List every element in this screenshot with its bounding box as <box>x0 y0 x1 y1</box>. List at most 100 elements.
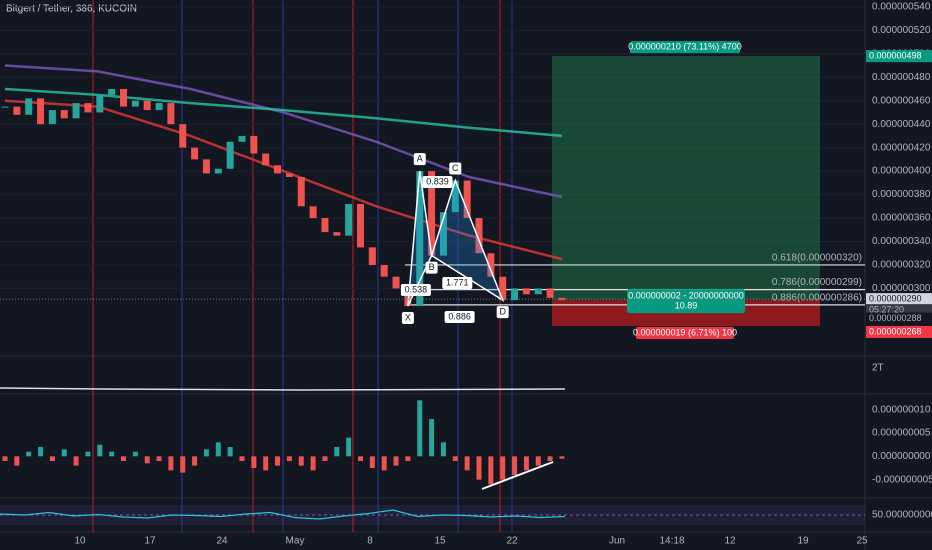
trend-line <box>481 461 554 490</box>
ratio-label: 0.886 <box>448 311 471 321</box>
macd-bar <box>547 456 553 461</box>
candle <box>534 288 542 295</box>
macd-bar <box>476 456 482 480</box>
macd-bar <box>239 456 245 461</box>
macd-bar <box>381 456 387 471</box>
price-tick-label: 0.000000360 <box>872 213 931 224</box>
date-label: 15 <box>434 536 446 547</box>
candle <box>463 180 471 219</box>
price-tag <box>866 312 932 325</box>
macd-bar <box>417 400 423 457</box>
date-label: 14:18 <box>659 536 684 547</box>
candle <box>108 88 116 95</box>
candle <box>238 135 246 142</box>
candle <box>262 153 270 166</box>
candle <box>214 168 222 174</box>
position-label-box <box>636 326 734 339</box>
macd-bar <box>38 447 44 457</box>
date-label: 8 <box>367 536 373 547</box>
macd-bar <box>358 456 363 461</box>
pattern-triangle <box>407 171 433 307</box>
candle <box>191 147 199 160</box>
target-zone <box>552 56 820 301</box>
macd-bar <box>180 456 186 473</box>
price-tick-label: 0.000000320 <box>872 260 931 271</box>
candle <box>546 288 554 298</box>
price-tag-label: 05:27:20 <box>869 305 904 315</box>
moving-average <box>4 64 563 199</box>
price-tick-label: 0.000000440 <box>872 119 931 130</box>
candle <box>368 247 376 265</box>
candle <box>1 106 9 108</box>
fib-label: 0.618(0.000000320) <box>772 253 862 264</box>
ratio-box <box>422 176 453 188</box>
ratio-label: 0.538 <box>405 284 428 294</box>
macd-bar <box>322 456 328 461</box>
macd-tick-label: 0.000000000 <box>872 451 931 462</box>
candle <box>179 124 187 148</box>
ratio-value: 10.89 <box>675 301 698 311</box>
price-tick-label: 0.000000420 <box>872 142 931 153</box>
candle <box>226 141 234 169</box>
candle <box>321 218 329 233</box>
macd-bar <box>97 444 103 457</box>
price-tag-label: 0.000000288 <box>869 313 922 323</box>
candle <box>451 180 459 213</box>
candle <box>72 103 80 119</box>
pattern-point-box <box>496 306 509 319</box>
ratio-box <box>400 284 431 296</box>
date-label: 22 <box>506 536 518 547</box>
macd-bar <box>452 456 458 461</box>
macd-bar <box>275 456 281 466</box>
candle <box>392 276 400 289</box>
price-tag <box>866 325 932 338</box>
macd-bar <box>156 456 162 461</box>
price-tick-label: 0.000000460 <box>872 95 931 106</box>
macd-bar <box>488 456 494 485</box>
macd-tick-label: 0.000000010 <box>872 404 931 415</box>
macd-bar <box>85 451 91 457</box>
pattern-point-label: A <box>417 153 423 163</box>
candle <box>309 206 317 219</box>
rsi-line <box>0 509 566 520</box>
candle <box>404 288 412 307</box>
price-tick-label: 0.000000480 <box>872 72 931 83</box>
candle <box>357 203 364 248</box>
candle <box>37 98 45 125</box>
price-tag-label: 0.000000498 <box>869 51 922 61</box>
entry-box <box>627 289 745 314</box>
pattern-point-box <box>401 312 414 325</box>
macd-bar <box>286 456 292 461</box>
position-label: 0.000000210 (73.11%) 4700 <box>628 42 741 52</box>
macd-bar <box>109 451 115 457</box>
macd-bar <box>500 456 506 480</box>
macd-bar <box>49 456 55 461</box>
macd-tick-label: 0.000000005 <box>872 428 931 439</box>
ratio-label: 0.839 <box>426 176 449 186</box>
pattern-point-box <box>413 153 426 166</box>
macd-bar <box>121 456 126 461</box>
macd-bar <box>464 456 470 471</box>
date-label: Jun <box>609 536 625 547</box>
candle <box>511 288 519 301</box>
pattern-point-label: D <box>499 307 506 317</box>
macd-bar <box>298 456 304 466</box>
price-tag-label: 0.000000290 <box>869 294 922 304</box>
candle <box>428 171 436 256</box>
price-tick-label: 0.000000520 <box>872 25 931 36</box>
macd-bar <box>523 456 529 471</box>
macd-bar <box>346 437 352 457</box>
candle <box>475 218 483 254</box>
rsi-tick-label: 50.000000000 <box>872 510 932 521</box>
ratio-box <box>444 311 475 323</box>
date-label: 25 <box>856 536 868 547</box>
candle <box>202 159 210 174</box>
candle <box>84 103 92 113</box>
candle <box>48 110 56 125</box>
pattern-point-label: C <box>452 163 459 173</box>
macd-bar <box>559 456 565 459</box>
macd-bar <box>429 419 435 457</box>
macd-bar <box>215 442 221 457</box>
candle <box>13 106 21 115</box>
